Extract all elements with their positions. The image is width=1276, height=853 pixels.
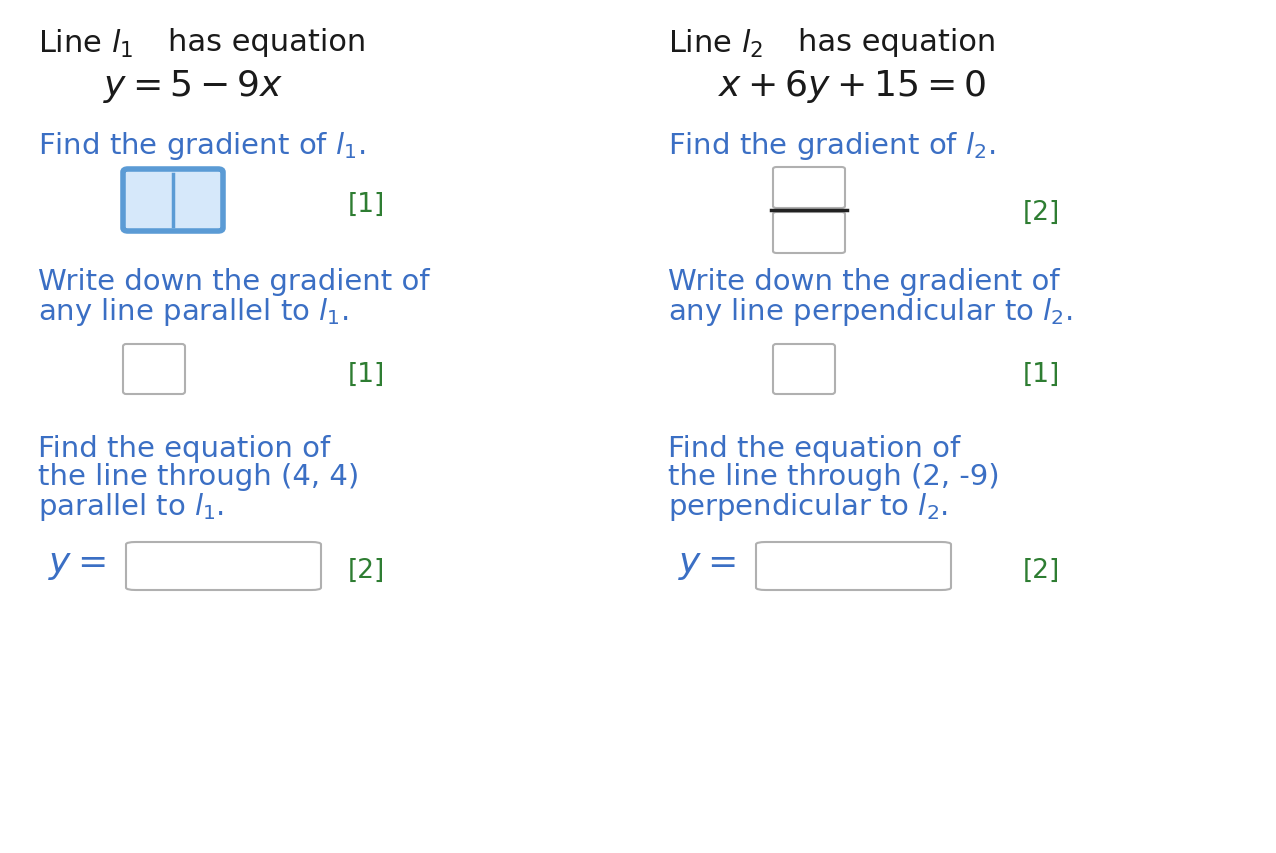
- Text: the line through (4, 4): the line through (4, 4): [38, 462, 360, 490]
- Text: Find the equation of: Find the equation of: [669, 434, 961, 462]
- Text: [2]: [2]: [1023, 557, 1060, 583]
- Text: Find the equation of: Find the equation of: [38, 434, 330, 462]
- Text: [1]: [1]: [1023, 362, 1060, 387]
- Text: perpendicular to $l_2$.: perpendicular to $l_2$.: [669, 490, 948, 522]
- Text: $y = 5 - 9x$: $y = 5 - 9x$: [103, 68, 283, 105]
- Text: [2]: [2]: [348, 557, 385, 583]
- Text: any line parallel to $l_1$.: any line parallel to $l_1$.: [38, 296, 348, 328]
- Text: has equation: has equation: [798, 28, 997, 57]
- Text: Find the gradient of $l_2$.: Find the gradient of $l_2$.: [669, 130, 995, 162]
- FancyBboxPatch shape: [755, 543, 951, 590]
- Text: any line perpendicular to $l_2$.: any line perpendicular to $l_2$.: [669, 296, 1073, 328]
- FancyBboxPatch shape: [773, 212, 845, 253]
- Text: Write down the gradient of: Write down the gradient of: [669, 268, 1059, 296]
- Text: Line $l_1$: Line $l_1$: [38, 28, 134, 60]
- Text: $y =$: $y =$: [48, 548, 106, 581]
- Text: Find the gradient of $l_1$.: Find the gradient of $l_1$.: [38, 130, 365, 162]
- Text: $y =$: $y =$: [678, 548, 736, 581]
- Text: Write down the gradient of: Write down the gradient of: [38, 268, 430, 296]
- FancyBboxPatch shape: [122, 345, 185, 395]
- Text: parallel to $l_1$.: parallel to $l_1$.: [38, 490, 225, 522]
- Text: [1]: [1]: [348, 362, 385, 387]
- Text: the line through (2, -9): the line through (2, -9): [669, 462, 999, 490]
- FancyBboxPatch shape: [773, 345, 835, 395]
- FancyBboxPatch shape: [122, 170, 223, 232]
- Text: [1]: [1]: [348, 192, 385, 218]
- FancyBboxPatch shape: [126, 543, 322, 590]
- Text: [2]: [2]: [1023, 200, 1060, 226]
- Text: has equation: has equation: [168, 28, 366, 57]
- Text: Line $l_2$: Line $l_2$: [669, 28, 763, 60]
- FancyBboxPatch shape: [773, 168, 845, 209]
- Text: $x + 6y + 15 = 0$: $x + 6y + 15 = 0$: [718, 68, 986, 105]
